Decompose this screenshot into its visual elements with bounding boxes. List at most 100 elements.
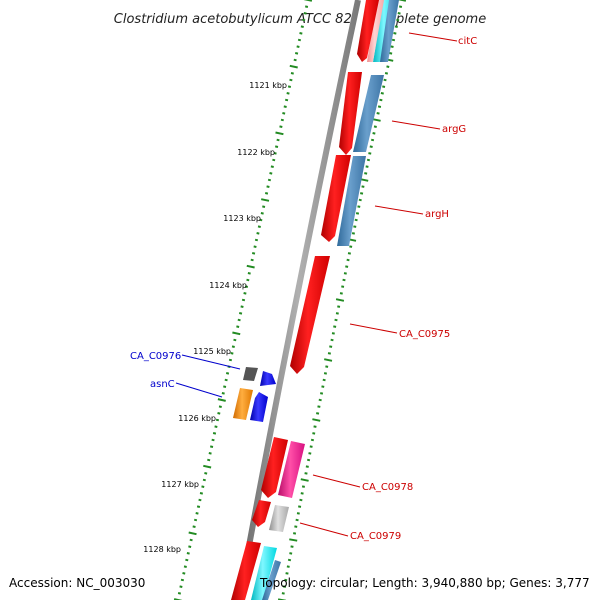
outer-track-minor-tick — [284, 578, 288, 582]
inner-track-minor-tick — [276, 138, 280, 142]
outer-track-minor-tick — [306, 458, 311, 462]
inner-track-minor-tick — [179, 585, 183, 588]
inner-track-minor-tick — [193, 518, 198, 522]
leader-asnC — [175, 382, 223, 398]
outer-track-minor-tick — [286, 565, 290, 568]
inner-track-minor-tick — [257, 225, 261, 228]
outer-track-minor-tick — [313, 425, 317, 428]
inner-track-major-tick — [260, 198, 270, 202]
gene-citC-steel-block — [380, 0, 399, 62]
outer-track-minor-tick — [355, 212, 360, 215]
gene-asnC-orange — [233, 388, 253, 420]
inner-track-minor-tick — [267, 178, 272, 182]
inner-track-major-tick — [246, 264, 255, 269]
inner-track-minor-tick — [196, 505, 201, 508]
leader-CA_C0978 — [312, 474, 361, 488]
inner-track-minor-tick — [189, 538, 193, 542]
inner-track-minor-tick — [224, 378, 228, 382]
inner-track-minor-tick — [304, 5, 309, 8]
inner-track-minor-tick — [282, 112, 286, 115]
inner-track-minor-tick — [286, 92, 290, 95]
gene-label-CA_C0976[interactable]: CA_C0976 — [130, 351, 181, 362]
outer-track-minor-tick — [299, 498, 303, 502]
outer-track-minor-tick — [383, 78, 387, 82]
inner-track-minor-tick — [204, 472, 208, 475]
kbp-label-1121: 1121 kbp — [249, 81, 287, 90]
gene-magenta-CA_C0978 — [278, 441, 305, 498]
inner-track-minor-tick — [283, 105, 287, 108]
outer-track-minor-tick — [393, 32, 397, 35]
inner-track-minor-tick — [297, 38, 302, 42]
outer-track-minor-tick — [347, 252, 351, 255]
outer-track-minor-tick — [310, 438, 315, 442]
inner-track-minor-tick — [289, 78, 293, 82]
outer-track-minor-tick — [294, 525, 298, 528]
outer-track-minor-tick — [391, 38, 396, 42]
outer-track-minor-tick — [379, 98, 383, 102]
gene-label-argH[interactable]: argH — [425, 209, 449, 220]
outer-track-minor-tick — [360, 192, 364, 195]
outer-track-minor-tick — [351, 232, 355, 235]
outer-track-major-tick — [289, 538, 298, 542]
kbp-label-1122: 1122 kbp — [237, 148, 275, 157]
kbp-label-1127: 1127 kbp — [161, 480, 199, 489]
inner-track-minor-tick — [302, 18, 306, 22]
outer-track-minor-tick — [334, 318, 338, 322]
outer-track-minor-tick — [305, 465, 309, 468]
inner-track-major-tick — [217, 398, 226, 402]
inner-track-minor-tick — [296, 45, 300, 48]
outer-track-minor-tick — [327, 352, 331, 355]
inner-track-minor-tick — [237, 318, 241, 322]
inner-track-minor-tick — [259, 218, 263, 222]
outer-track-minor-tick — [365, 165, 369, 168]
outer-track-minor-tick — [301, 485, 305, 488]
gene-red-cds-argG — [339, 72, 362, 155]
outer-track-minor-tick — [357, 205, 361, 208]
outer-track-minor-tick — [382, 85, 386, 88]
leader-CA_C0975 — [349, 323, 398, 334]
gene-red-cds-1 — [357, 0, 379, 62]
inner-track-minor-tick — [284, 98, 289, 102]
inner-track-minor-tick — [264, 192, 269, 195]
gene-label-CA_C0979[interactable]: CA_C0979 — [350, 531, 401, 542]
gene-label-asnC[interactable]: asnC — [150, 379, 175, 390]
outer-track-minor-tick — [394, 25, 398, 28]
outer-track-minor-tick — [396, 18, 400, 22]
gene-label-citC[interactable]: citC — [458, 36, 477, 47]
inner-track-minor-tick — [177, 592, 182, 595]
outer-track-minor-tick — [354, 218, 358, 222]
inner-track-minor-tick — [274, 145, 279, 148]
inner-track-minor-tick — [233, 338, 237, 342]
outer-track-minor-tick — [376, 112, 380, 115]
inner-track-minor-tick — [262, 205, 266, 208]
inner-track-minor-tick — [260, 212, 264, 215]
outer-track-minor-tick — [346, 258, 350, 262]
outer-track-minor-tick — [339, 292, 343, 295]
outer-track-minor-tick — [316, 412, 320, 415]
outer-track-minor-tick — [296, 512, 300, 515]
inner-track-minor-tick — [251, 252, 256, 255]
outer-track-minor-tick — [337, 305, 341, 308]
outer-track-minor-tick — [295, 518, 299, 522]
inner-track-minor-tick — [279, 125, 283, 128]
inner-track-minor-tick — [217, 412, 221, 415]
outer-track-minor-tick — [384, 72, 389, 75]
inner-track-minor-tick — [186, 552, 190, 555]
kbp-label-1126: 1126 kbp — [178, 414, 216, 423]
gene-red-cds-CA_C0979 — [252, 500, 271, 527]
inner-track-major-tick — [203, 464, 212, 469]
outer-track-minor-tick — [358, 198, 362, 202]
outer-track-minor-tick — [330, 338, 334, 342]
gene-label-CA_C0975[interactable]: CA_C0975 — [399, 329, 450, 340]
inner-track-major-tick — [275, 131, 284, 136]
outer-track-major-tick — [300, 478, 309, 482]
outer-track-minor-tick — [342, 278, 346, 282]
outer-track-minor-tick — [317, 405, 321, 408]
leader-citC — [408, 32, 458, 42]
gene-label-CA_C0978[interactable]: CA_C0978 — [362, 482, 413, 493]
gene-cyan-bottom — [251, 546, 277, 600]
inner-track-minor-tick — [201, 485, 205, 488]
gene-label-argG[interactable]: argG — [442, 124, 466, 135]
inner-track-minor-tick — [192, 525, 196, 528]
leader-argG — [391, 120, 441, 130]
